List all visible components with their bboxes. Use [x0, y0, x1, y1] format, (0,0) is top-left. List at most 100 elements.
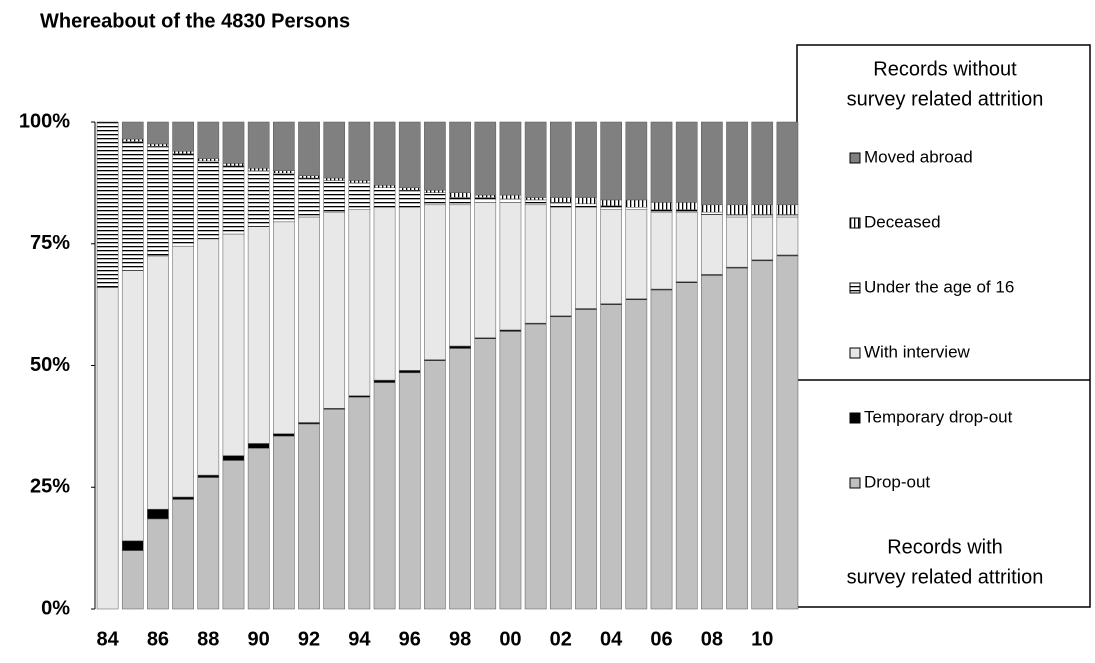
legend-group-label: Records with	[887, 536, 1003, 558]
bar-segment	[424, 360, 446, 610]
x-tick-label: 94	[348, 628, 371, 650]
bar-segment	[701, 121, 723, 206]
bar-segment	[348, 121, 371, 181]
bar-segment	[575, 203, 597, 208]
bar-segment	[172, 499, 194, 610]
bar-segment	[600, 199, 622, 207]
legend-label: Deceased	[864, 212, 941, 231]
bar-segment	[197, 160, 220, 240]
bar-segment	[675, 121, 698, 203]
bar-segment	[348, 396, 371, 610]
bar-segment	[348, 180, 371, 184]
x-tick-label: 10	[751, 628, 773, 650]
chart-title: Whereabout of the 4830 Persons	[40, 10, 350, 32]
legend-group-label: survey related attrition	[847, 566, 1044, 588]
y-tick-label: 75%	[30, 232, 70, 254]
bar-segment	[549, 206, 572, 317]
legend-label: Temporary drop-out	[864, 407, 1013, 426]
bar-segment	[726, 267, 748, 610]
y-tick-label: 50%	[30, 354, 70, 376]
bar-segment	[474, 202, 497, 338]
bar-segment	[701, 211, 723, 215]
bar-segment	[398, 121, 421, 188]
bar-segment	[398, 206, 421, 371]
bar-segment	[499, 198, 522, 203]
bar-segment	[298, 121, 320, 176]
bar-segment	[373, 206, 396, 381]
bar-segment	[121, 270, 144, 542]
bar-segment	[751, 204, 774, 215]
bar-segment	[650, 121, 673, 203]
bar-segment	[650, 211, 673, 290]
bar-segment	[373, 379, 396, 383]
y-tick-label: 100%	[19, 110, 70, 132]
bar-segment	[600, 121, 622, 201]
bar-segment	[247, 168, 270, 171]
bar-segment	[776, 121, 799, 206]
bar-segment	[474, 121, 497, 196]
bar-segment	[172, 121, 194, 152]
bar-segment	[273, 170, 295, 174]
bar-segment	[701, 214, 723, 275]
bar-segment	[625, 206, 648, 210]
bar-segment	[575, 121, 597, 198]
bar-segment	[449, 204, 471, 347]
y-tick-label: 0%	[41, 597, 70, 619]
bar-segment	[172, 153, 194, 247]
bar-segment	[625, 209, 648, 300]
bar-segment	[474, 194, 497, 198]
x-tick-label: 86	[147, 628, 169, 650]
bar-segment	[147, 121, 169, 145]
bar-segment	[524, 121, 547, 198]
bar-segment	[524, 204, 547, 324]
bar-segment	[222, 163, 245, 167]
bar-segment	[298, 216, 320, 423]
bar-segment	[474, 338, 497, 610]
bar-segment	[222, 233, 245, 456]
bar-segment	[222, 455, 245, 461]
bar-segment	[147, 518, 169, 610]
bar-segment	[424, 189, 446, 193]
x-tick-label: 04	[600, 628, 623, 650]
x-tick-label: 02	[550, 628, 572, 650]
bar-segment	[499, 194, 522, 200]
bar-segment	[650, 289, 673, 610]
bar-segment	[675, 211, 698, 282]
y-tick-label: 25%	[30, 476, 70, 498]
x-tick-label: 90	[248, 628, 270, 650]
bar-segment	[323, 177, 346, 181]
bar-segment	[373, 185, 396, 188]
legend-label: With interview	[864, 342, 971, 361]
bar-segment	[751, 260, 774, 610]
legend-group-label: Records without	[873, 58, 1017, 80]
bar-segment	[197, 238, 220, 476]
bar-segment	[549, 197, 572, 203]
x-tick-label: 08	[701, 628, 723, 650]
bar-segment	[549, 316, 572, 610]
bar-segment	[323, 211, 346, 409]
bar-segment	[524, 323, 547, 610]
bar-segment	[222, 460, 245, 610]
bar-segment	[776, 204, 799, 215]
bar-segment	[726, 121, 748, 206]
bar-segment	[298, 423, 320, 610]
bar-segment	[298, 175, 320, 179]
bar-segment	[575, 197, 597, 205]
bar-segment	[398, 187, 421, 191]
bar-segment	[197, 121, 220, 159]
bar-segment	[247, 170, 270, 227]
legend-swatch	[849, 347, 861, 359]
bar-segment	[424, 192, 446, 206]
bar-segment	[751, 216, 774, 261]
legend-group-label: survey related attrition	[847, 88, 1044, 110]
bar-segment	[273, 435, 295, 610]
bar-segment	[373, 121, 396, 186]
bar-segment	[197, 158, 220, 162]
bar-segment	[424, 121, 446, 191]
bar-segment	[650, 202, 673, 210]
bar-segment	[600, 304, 622, 610]
bar-segment	[121, 141, 144, 271]
bar-segment	[650, 209, 673, 213]
legend-box	[796, 44, 1091, 608]
